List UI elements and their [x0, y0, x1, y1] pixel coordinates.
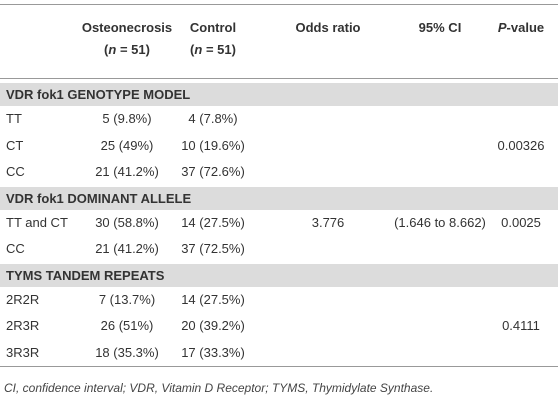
row-label: CC [6, 241, 25, 256]
column-header: Osteonecrosis [82, 20, 172, 36]
table-cell: 14 (27.5%) [181, 214, 245, 230]
row-label: 2R2R [6, 291, 40, 307]
section-title: TYMS TANDEM REPEATS [6, 267, 165, 283]
column-header: Odds ratio [295, 20, 360, 36]
row-label: TT [6, 111, 22, 126]
table-cell: 30 (58.8%) [95, 214, 159, 230]
table-cell: 0.0025 [501, 214, 541, 230]
bottom-rule [0, 366, 558, 367]
column-header: P-value [498, 20, 544, 36]
header-text: Odds ratio [295, 20, 361, 35]
header-text: Control [189, 20, 237, 35]
table-cell: (1.646 to 8.662) [394, 214, 486, 230]
top-rule [0, 4, 558, 5]
section-title: VDR fok1 DOMINANT ALLELE [6, 190, 192, 206]
section-band [0, 186, 558, 210]
table-cell: 20 (39.2%) [181, 318, 245, 333]
table-cell: 3.776 [311, 214, 345, 230]
section-band [0, 263, 558, 287]
row-label: CC [6, 164, 25, 179]
table-cell: 4 (7.8%) [188, 111, 238, 126]
row-label: TT and CT [6, 214, 68, 230]
header-text: P [497, 20, 507, 35]
column-header: 95% CI [419, 20, 462, 36]
header-text: Osteonecrosis [81, 20, 173, 35]
column-header: (n = 51) [190, 42, 236, 58]
table-cell: 0.00326 [497, 137, 545, 153]
header-text: = 51) [116, 42, 150, 57]
table-cell: 17 (33.3%) [181, 344, 245, 360]
footnote: CI, confidence interval; VDR, Vitamin D … [4, 381, 434, 395]
column-header: Control [190, 20, 236, 36]
table-cell: 37 (72.5%) [181, 241, 245, 256]
row-label: 3R3R [6, 344, 40, 360]
table-cell: 7 (13.7%) [98, 291, 156, 307]
header-text: n [194, 42, 203, 57]
row-label: CT [6, 137, 24, 153]
header-text: = 51) [202, 42, 236, 57]
section-band [0, 83, 558, 106]
table-cell: 0.4111 [502, 318, 540, 333]
header-text: ( [190, 42, 195, 57]
section-title: VDR fok1 GENOTYPE MODEL [6, 87, 191, 102]
table-cell: 21 (41.2%) [95, 241, 159, 256]
table-cell: 25 (49%) [100, 137, 154, 153]
header-text: -value [506, 20, 545, 35]
header-text: 95% CI [418, 20, 462, 35]
header-text: ( [104, 42, 109, 57]
header-text: n [108, 42, 117, 57]
table-cell: 10 (19.6%) [181, 137, 245, 153]
row-label: 2R3R [6, 318, 40, 333]
table-cell: 18 (35.3%) [95, 344, 159, 360]
header-rule [0, 78, 558, 79]
table-cell: 14 (27.5%) [181, 291, 245, 307]
table-cell: 26 (51%) [100, 318, 154, 333]
table-cell: 21 (41.2%) [95, 164, 159, 179]
column-header: (n = 51) [104, 42, 150, 58]
table-cell: 5 (9.8%) [102, 111, 152, 126]
table-cell: 37 (72.6%) [181, 164, 245, 179]
